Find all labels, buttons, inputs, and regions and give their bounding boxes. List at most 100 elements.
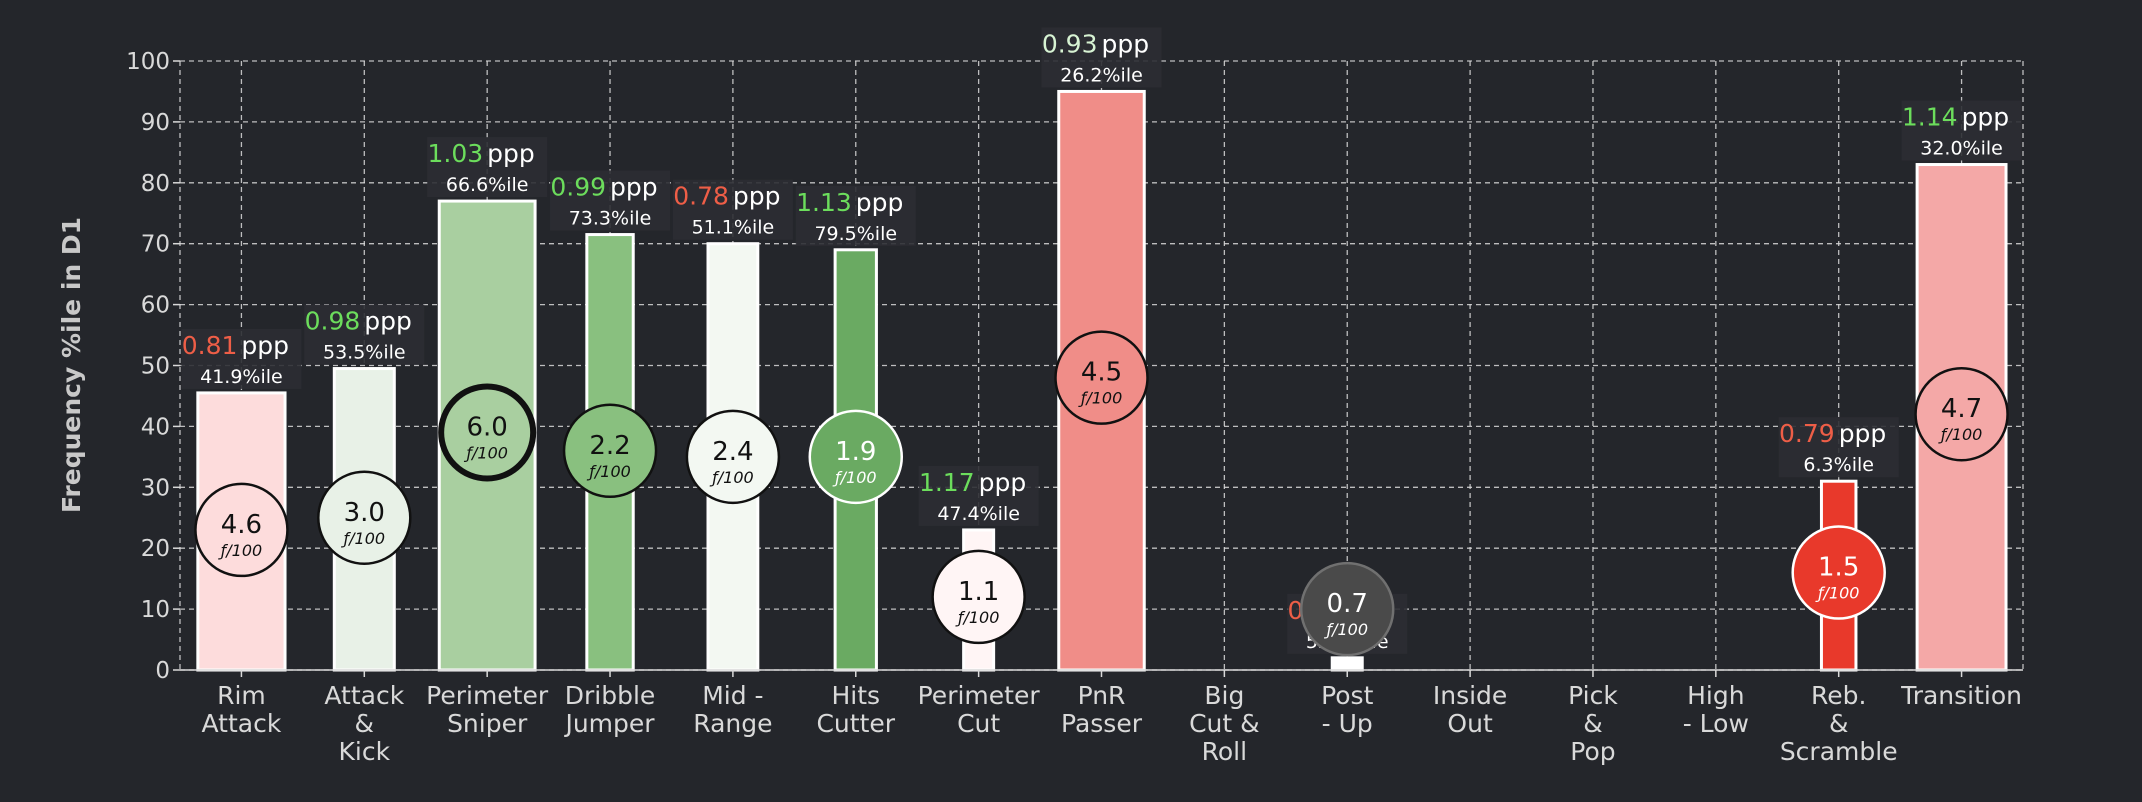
ppp-unit-label: ppp (1962, 103, 2010, 132)
x-tick-label: PnR (1078, 681, 1126, 710)
x-tick-label: Mid - (702, 681, 763, 710)
percentile-label: 41.9%ile (200, 366, 283, 388)
frequency-unit-label: ƒ/100 (832, 468, 877, 487)
frequency-unit-label: ƒ/100 (218, 541, 263, 560)
ppp-unit-label: ppp (241, 331, 289, 360)
y-tick-label: 100 (126, 49, 170, 75)
frequency-circle (1299, 561, 1395, 657)
x-tick-label: Perimeter (918, 681, 1041, 710)
x-tick-label: & (355, 709, 375, 738)
x-tick-label: Inside (1433, 681, 1507, 710)
x-tick-label: Hits (831, 681, 880, 710)
value-label-backdrop (550, 170, 671, 231)
y-tick-label: 90 (141, 110, 170, 136)
x-tick-label: Transition (1900, 681, 2022, 710)
y-tick-label: 70 (141, 232, 170, 258)
frequency-unit-label: ƒ/100 (955, 608, 1000, 627)
frequency-value-label: 6.0 (466, 412, 507, 442)
x-tick-label: Kick (339, 737, 391, 766)
frequency-value-label: 1.9 (835, 437, 876, 467)
x-tick-label: Roll (1202, 737, 1247, 766)
x-tick-label: Cutter (816, 709, 895, 738)
frequency-unit-label: ƒ/100 (341, 529, 386, 548)
x-tick-label: Sniper (447, 709, 528, 738)
ppp-unit-label: ppp (1839, 419, 1887, 448)
frequency-unit-label: ƒ/100 (586, 462, 631, 481)
x-tick-label: & (1829, 709, 1849, 738)
value-label-backdrop (427, 137, 548, 198)
x-tick-label: High (1687, 681, 1744, 710)
y-tick-label: 80 (141, 171, 170, 197)
frequency-unit-label: ƒ/100 (463, 443, 508, 462)
ppp-value-label: 1.17 (919, 468, 975, 497)
ppp-unit-label: ppp (364, 307, 412, 336)
x-tick-label: Attack (202, 709, 282, 738)
percentile-label: 32.0%ile (1920, 138, 2003, 160)
x-tick-label: Cut & (1189, 709, 1260, 738)
x-tick-label: Attack (324, 681, 404, 710)
frequency-circle (562, 403, 658, 499)
x-tick-label: Out (1447, 709, 1493, 738)
frequency-circle (1791, 525, 1886, 620)
frequency-value-label: 3.0 (344, 498, 385, 528)
percentile-label: 47.4%ile (937, 503, 1020, 525)
frequency-circle (438, 383, 537, 482)
y-tick-label: 0 (155, 658, 170, 684)
percentile-label: 73.3%ile (569, 208, 652, 230)
axes: 0102030405060708090100RimAttackAttack&Ki… (126, 49, 2023, 766)
frequency-value-label: 2.4 (712, 437, 753, 467)
ppp-unit-label: ppp (979, 468, 1027, 497)
frequency-value-label: 4.7 (1941, 394, 1982, 424)
ppp-unit-label: ppp (733, 182, 781, 211)
frequency-circle (931, 549, 1026, 645)
y-tick-label: 20 (141, 536, 170, 562)
frequency-unit-label: ƒ/100 (1078, 389, 1123, 408)
percentile-label: 66.6%ile (446, 174, 529, 196)
percentile-label: 6.3%ile (1803, 454, 1874, 476)
x-tick-label: Reb. (1811, 681, 1866, 710)
ppp-value-label: 0.78 (673, 182, 729, 211)
frequency-value-label: 4.6 (221, 510, 262, 540)
value-label-backdrop (918, 465, 1039, 526)
ppp-unit-label: ppp (856, 188, 904, 217)
ppp-value-label: 1.13 (796, 188, 852, 217)
ppp-unit-label: ppp (487, 139, 535, 168)
value-label-backdrop (304, 304, 425, 365)
frequency-circle (317, 470, 412, 565)
frequency-circle (194, 482, 289, 578)
frequency-circle (1914, 366, 2009, 462)
ppp-value-label: 0.81 (182, 331, 238, 360)
x-tick-label: - Low (1683, 709, 1749, 738)
value-label-backdrop (795, 185, 916, 246)
frequency-unit-label: ƒ/100 (1323, 620, 1368, 639)
ppp-unit-label: ppp (1102, 29, 1150, 58)
x-tick-label: Big (1204, 681, 1244, 710)
x-tick-label: Rim (217, 681, 266, 710)
bar (1330, 656, 1364, 672)
y-tick-label: 60 (141, 293, 170, 319)
percentile-label: 53.5%ile (323, 342, 406, 364)
x-tick-label: Range (693, 709, 772, 738)
frequency-circle (685, 409, 781, 505)
ppp-value-label: 1.03 (427, 139, 483, 168)
frequency-circle (808, 409, 904, 505)
frequency-value-label: 0.7 (1327, 589, 1368, 619)
frequency-value-label: 2.2 (589, 431, 630, 461)
x-tick-label: Perimeter (426, 681, 549, 710)
x-tick-label: - Up (1322, 709, 1373, 738)
x-tick-label: Cut (957, 709, 1000, 738)
x-tick-label: Pick (1568, 681, 1618, 710)
ppp-value-label: 0.99 (550, 173, 606, 202)
frequency-circle (1054, 330, 1149, 425)
value-label-backdrop (672, 179, 793, 240)
x-tick-label: Pop (1570, 737, 1615, 766)
value-label-backdrop (1778, 417, 1899, 478)
x-tick-label: Post (1321, 681, 1374, 710)
y-axis-label: Frequency %ile in D1 (57, 217, 86, 513)
frequency-value-label: 1.1 (958, 577, 999, 607)
y-tick-label: 50 (141, 354, 170, 380)
ppp-value-label: 0.98 (305, 307, 361, 336)
value-label-backdrop (181, 328, 302, 389)
